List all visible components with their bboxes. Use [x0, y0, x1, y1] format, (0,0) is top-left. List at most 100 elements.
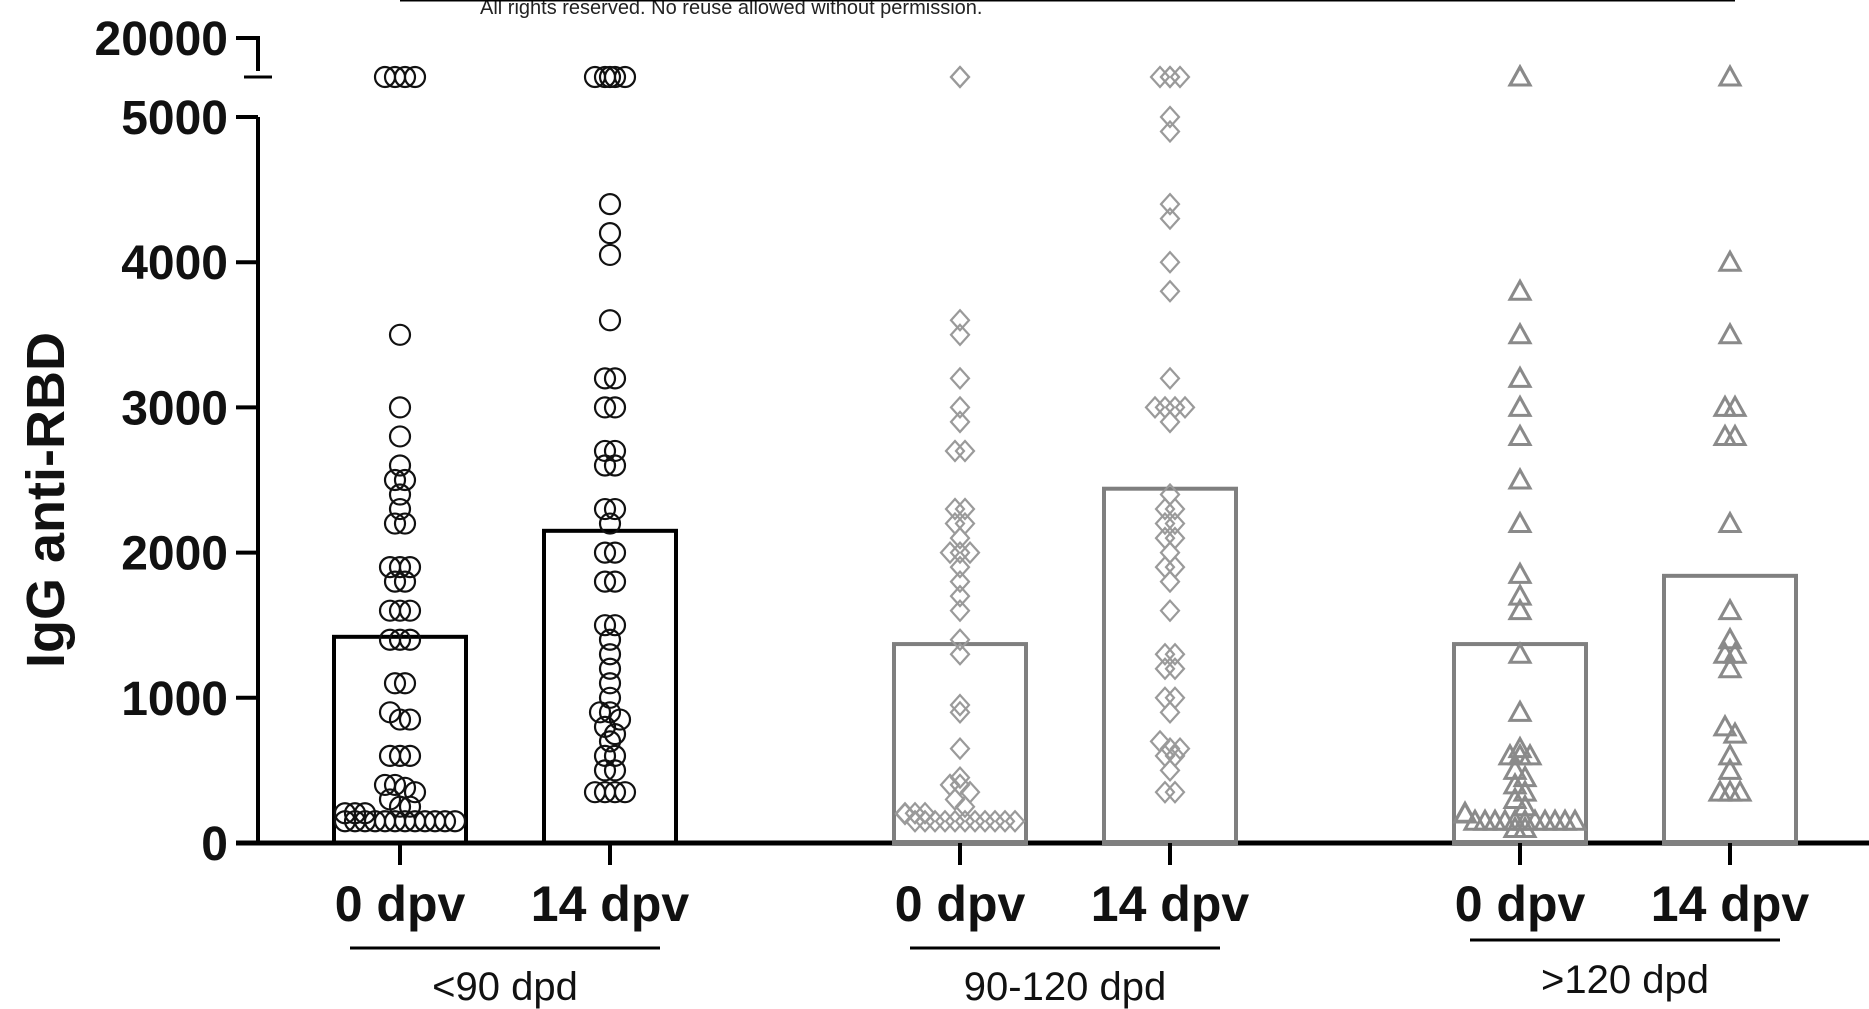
data-point-triangle	[1507, 597, 1533, 621]
data-point-diamond	[949, 569, 971, 594]
data-point-diamond	[949, 766, 971, 790]
x-category-label: 14 dpv	[531, 876, 690, 932]
data-point-circle	[383, 512, 407, 535]
data-point-diamond	[954, 497, 976, 521]
data-point-diamond	[944, 787, 966, 812]
data-point-circle	[603, 541, 627, 564]
data-point-diamond	[1159, 599, 1181, 623]
data-point-diamond	[949, 308, 971, 332]
data-point-triangle	[1452, 800, 1478, 823]
data-point-diamond	[949, 395, 971, 420]
data-point-diamond	[1169, 736, 1191, 761]
data-point-diamond	[1174, 395, 1196, 420]
data-point-circle	[613, 781, 637, 804]
data-point-circle	[603, 570, 627, 593]
x-axis-labels: 0 dpv 14 dpv 0 dpv 14 dpv 0 dpv 14 dpv <90 dpd…	[335, 843, 1809, 1009]
data-point-diamond	[1164, 780, 1186, 804]
data-point-diamond	[939, 540, 961, 565]
data-point-diamond	[949, 628, 971, 652]
data-point-diamond	[944, 497, 966, 521]
data-point-circle	[598, 628, 622, 651]
data-point-circle	[388, 454, 412, 477]
data-point-diamond	[1159, 206, 1181, 231]
axes: 0 1000 2000 3000 4000 5000 20000	[95, 13, 1869, 871]
data-point-triangle	[1507, 699, 1533, 722]
data-point-diamond	[949, 555, 971, 579]
data-point-diamond	[974, 809, 996, 833]
data-point-triangle	[1507, 510, 1533, 534]
data-point-triangle	[1717, 63, 1743, 87]
data-point-circle	[388, 323, 412, 346]
data-point-circle	[353, 802, 377, 825]
y-tick-label: 1000	[121, 673, 228, 726]
data-point-circle	[388, 396, 412, 419]
data-point-circle	[388, 744, 412, 767]
data-point-triangle	[1722, 423, 1748, 446]
y-tick-label: 3000	[121, 382, 228, 435]
data-point-diamond	[954, 795, 976, 819]
data-point-circle	[598, 672, 622, 695]
data-point-triangle	[1517, 742, 1543, 766]
data-point-circle	[393, 672, 417, 695]
data-point-circle	[593, 614, 617, 637]
data-point-circle	[598, 512, 622, 535]
data-point-diamond	[949, 584, 971, 608]
data-point-circle	[398, 795, 422, 818]
data-point-circle	[593, 541, 617, 564]
y-tick-label: 4000	[121, 237, 228, 290]
data-point-diamond	[1154, 511, 1176, 536]
data-point-diamond	[949, 700, 971, 724]
y-tick-label: 0	[201, 818, 228, 871]
data-point-circle	[388, 708, 412, 731]
data-point-triangle	[1507, 423, 1533, 446]
data-point-diamond	[984, 809, 1006, 833]
data-point-diamond	[949, 410, 971, 434]
data-point-triangle	[1507, 63, 1533, 87]
data-point-diamond	[949, 65, 971, 89]
data-point-triangle	[1562, 808, 1588, 831]
data-point-circle	[588, 701, 612, 724]
data-point-circle	[598, 243, 622, 267]
data-point-triangle	[1717, 510, 1743, 534]
data-point-diamond	[1159, 65, 1181, 89]
data-point-circle	[393, 570, 417, 593]
data-point-circle	[388, 497, 412, 521]
data-point-diamond	[1159, 119, 1181, 144]
data-point-circle	[598, 193, 622, 216]
bars	[332, 486, 1798, 845]
data-point-triangle	[1507, 278, 1533, 301]
data-point-circle	[443, 810, 467, 833]
data-point-diamond	[949, 736, 971, 761]
data-point-diamond	[1159, 569, 1181, 594]
data-point-diamond	[914, 801, 936, 825]
group-label: 90-120 dpd	[964, 965, 1166, 1009]
data-point-triangle	[1507, 394, 1533, 417]
data-point-circle	[598, 65, 622, 89]
data-point-circle	[598, 657, 622, 680]
data-point-circle	[603, 65, 627, 89]
data-point-triangle	[1717, 597, 1743, 621]
y-axis-title: IgG anti-RBD	[16, 332, 76, 668]
data-point-circle	[398, 599, 422, 622]
data-point-diamond	[1164, 497, 1186, 521]
data-point-circle	[388, 425, 412, 448]
data-point-diamond	[1159, 279, 1181, 303]
data-point-diamond	[1159, 366, 1181, 391]
data-point-triangle	[1717, 742, 1743, 766]
data-point-circle	[603, 497, 627, 521]
data-point-diamond	[949, 599, 971, 623]
data-point-diamond	[1004, 809, 1026, 833]
data-point-triangle	[1507, 365, 1533, 388]
data-point-diamond	[1159, 192, 1181, 216]
data-point-diamond	[1159, 758, 1181, 783]
data-point-triangle	[1507, 561, 1533, 584]
data-point-circle	[403, 65, 427, 89]
data-point-diamond	[949, 540, 971, 565]
x-category-label: 14 dpv	[1091, 876, 1250, 932]
data-point-triangle	[1717, 757, 1743, 780]
data-point-diamond	[1159, 410, 1181, 434]
data-point-circle	[593, 396, 617, 419]
data-point-triangle	[1507, 466, 1533, 490]
data-point-circle	[603, 614, 627, 637]
data-point-circle	[383, 468, 407, 492]
